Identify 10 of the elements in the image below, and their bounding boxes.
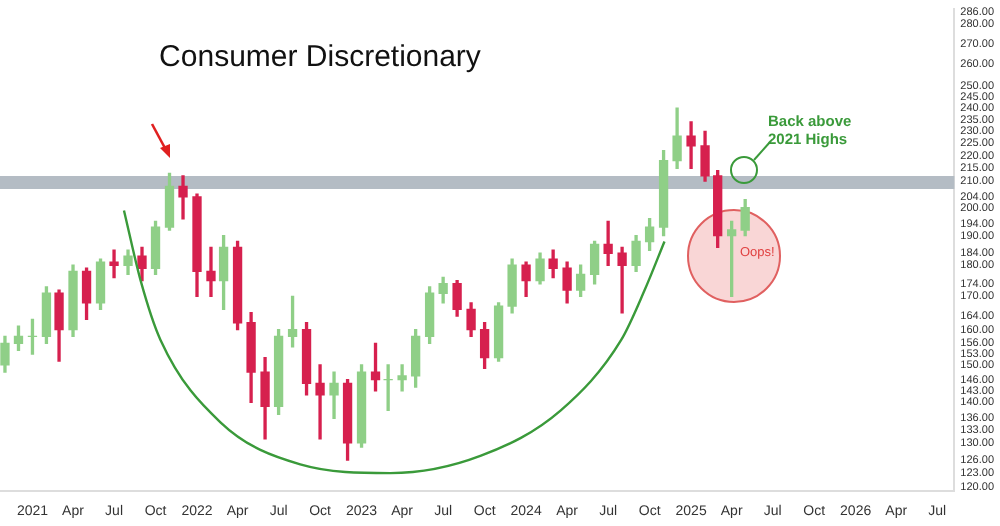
line-series: [122, 209, 666, 475]
text: Consumer Discretionary: [157, 40, 483, 74]
candlestick: [397, 364, 407, 392]
candlestick: [206, 246, 216, 298]
candlestick: [617, 246, 627, 314]
candlestick: [109, 249, 119, 279]
candlestick: [329, 371, 339, 419]
candlestick: [315, 364, 325, 440]
candlestick: [686, 121, 696, 169]
candlestick: [603, 220, 613, 266]
